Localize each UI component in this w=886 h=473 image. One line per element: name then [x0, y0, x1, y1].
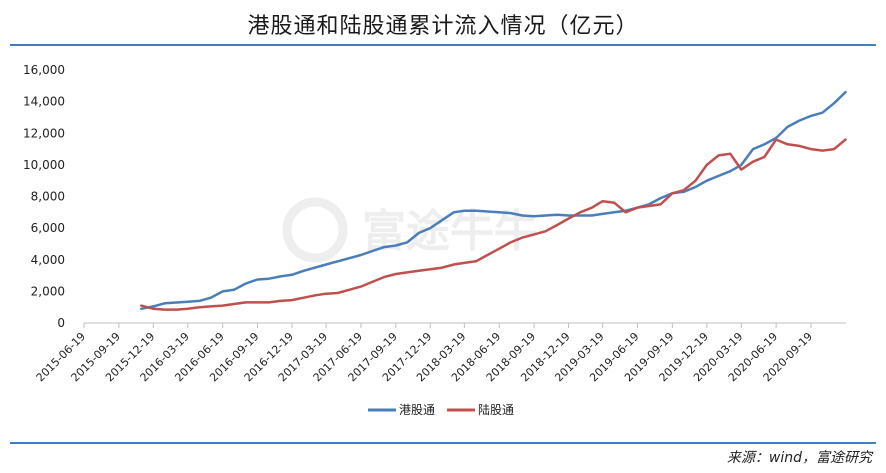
watermark: 富途牛牛	[282, 197, 538, 263]
top-divider	[10, 44, 876, 46]
series-lines	[139, 90, 847, 311]
y-tick-label: 0	[57, 316, 65, 330]
x-axis-ticks: 2015-06-192015-09-192015-12-192016-03-19…	[34, 323, 815, 384]
chart-title: 港股通和陆股通累计流入情况（亿元）	[247, 14, 639, 39]
y-tick-label: 16,000	[23, 63, 65, 77]
watermark-logo-icon	[282, 197, 348, 263]
legend-label: 港股通	[399, 403, 435, 417]
y-axis-ticks: 0 2,000 4,000 6,000 8,000 10,000 12,000 14,000 1…	[23, 63, 65, 330]
y-tick-label: 4,000	[31, 253, 65, 267]
y-tick-label: 12,000	[23, 126, 65, 140]
legend-label: 陆股通	[478, 402, 514, 417]
series-line-2	[139, 138, 847, 311]
y-tick-label: 6,000	[31, 221, 65, 235]
bottom-divider	[10, 442, 876, 444]
y-tick-label: 2,000	[31, 284, 65, 298]
y-tick-label: 8,000	[31, 190, 65, 204]
y-tick-label: 10,000	[23, 158, 65, 172]
series-line-1	[139, 90, 847, 311]
legend: 港股通 陆股通	[368, 402, 514, 417]
source-note: 来源：wind，富途研究	[726, 450, 872, 466]
y-tick-label: 14,000	[23, 95, 65, 109]
